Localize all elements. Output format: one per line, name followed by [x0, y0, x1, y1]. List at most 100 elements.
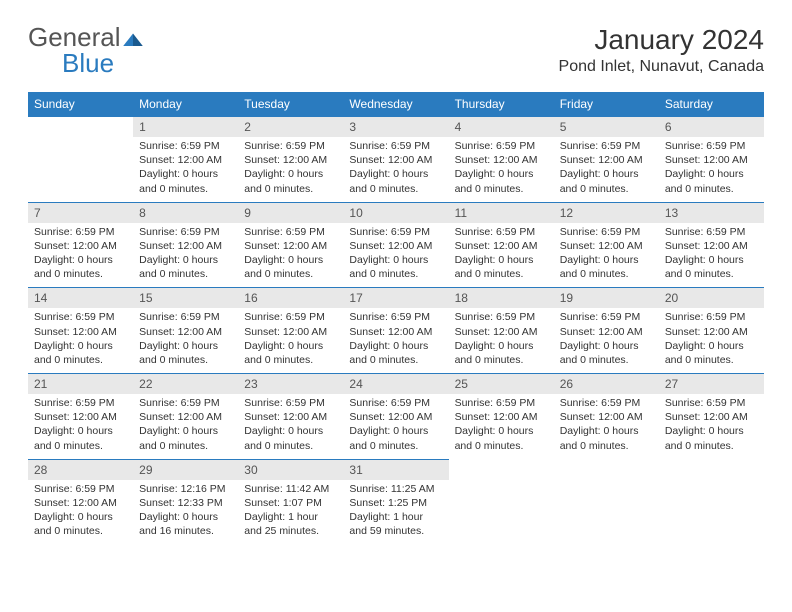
daylight-label: Daylight: [139, 168, 183, 180]
sunrise-label: Sunrise: [665, 397, 706, 409]
daylight-label: Daylight: [665, 425, 709, 437]
sunset-label: Sunset: [34, 497, 73, 509]
day-number: 4 [449, 117, 554, 138]
day-number: 10 [343, 202, 448, 223]
sunset-value: 12:00 AM [73, 326, 117, 338]
daylight-label: Daylight: [34, 254, 78, 266]
sunrise-value: 6:59 PM [601, 311, 640, 323]
sunset-value: 12:00 AM [388, 326, 432, 338]
sunset-label: Sunset: [560, 411, 599, 423]
day-number: 25 [449, 374, 554, 395]
sunrise-label: Sunrise: [665, 311, 706, 323]
day-num-row: 78910111213 [28, 202, 764, 223]
day-number: 11 [449, 202, 554, 223]
daylight-label: Daylight: [455, 340, 499, 352]
day-info: Sunrise: 6:59 PMSunset: 12:00 AMDaylight… [28, 223, 133, 288]
day-info: Sunrise: 6:59 PMSunset: 12:00 AMDaylight… [133, 137, 238, 202]
sunrise-value: 6:59 PM [601, 226, 640, 238]
day-num-row: 123456 [28, 117, 764, 138]
sunset-label: Sunset: [244, 154, 283, 166]
day-info: Sunrise: 6:59 PMSunset: 12:00 AMDaylight… [238, 394, 343, 459]
sunset-label: Sunset: [244, 240, 283, 252]
sunrise-label: Sunrise: [349, 140, 390, 152]
info-row: Sunrise: 6:59 PMSunset: 12:00 AMDaylight… [28, 480, 764, 545]
location-text: Pond Inlet, Nunavut, Canada [559, 58, 764, 76]
day-info [659, 480, 764, 545]
daylight-label: Daylight: [349, 168, 393, 180]
sunset-value: 12:00 AM [388, 411, 432, 423]
sunset-label: Sunset: [455, 326, 494, 338]
sunset-label: Sunset: [455, 240, 494, 252]
day-info [28, 137, 133, 202]
day-info: Sunrise: 12:16 PMSunset: 12:33 PMDayligh… [133, 480, 238, 545]
day-num-row: 21222324252627 [28, 374, 764, 395]
day-info: Sunrise: 6:59 PMSunset: 12:00 AMDaylight… [238, 137, 343, 202]
triangle-icon [123, 24, 143, 50]
day-info: Sunrise: 11:42 AMSunset: 1:07 PMDaylight… [238, 480, 343, 545]
daylight-label: Daylight: [34, 340, 78, 352]
sunrise-label: Sunrise: [244, 226, 285, 238]
day-number: 17 [343, 288, 448, 309]
sunrise-label: Sunrise: [139, 140, 180, 152]
day-info: Sunrise: 6:59 PMSunset: 12:00 AMDaylight… [238, 223, 343, 288]
day-header: Saturday [659, 92, 764, 117]
day-number: 9 [238, 202, 343, 223]
day-number: 19 [554, 288, 659, 309]
day-number [28, 117, 133, 138]
sunset-value: 12:00 AM [283, 154, 327, 166]
day-num-row: 28293031 [28, 459, 764, 480]
sunset-label: Sunset: [244, 411, 283, 423]
daylight-label: Daylight: [34, 511, 78, 523]
day-number [554, 459, 659, 480]
sunset-label: Sunset: [665, 411, 704, 423]
day-info: Sunrise: 6:59 PMSunset: 12:00 AMDaylight… [449, 394, 554, 459]
daylight-label: Daylight: [139, 511, 183, 523]
sunset-value: 12:00 AM [388, 154, 432, 166]
day-num-row: 14151617181920 [28, 288, 764, 309]
sunrise-value: 6:59 PM [391, 226, 430, 238]
sunset-value: 12:00 AM [598, 326, 642, 338]
day-info: Sunrise: 6:59 PMSunset: 12:00 AMDaylight… [449, 137, 554, 202]
day-number: 26 [554, 374, 659, 395]
sunrise-label: Sunrise: [139, 483, 180, 495]
sunset-value: 12:00 AM [178, 154, 222, 166]
sunset-label: Sunset: [349, 240, 388, 252]
day-info: Sunrise: 6:59 PMSunset: 12:00 AMDaylight… [449, 308, 554, 373]
sunrise-label: Sunrise: [560, 140, 601, 152]
day-number: 21 [28, 374, 133, 395]
daylight-label: Daylight: [665, 340, 709, 352]
calendar-table: SundayMondayTuesdayWednesdayThursdayFrid… [28, 92, 764, 544]
day-info: Sunrise: 6:59 PMSunset: 12:00 AMDaylight… [343, 223, 448, 288]
daylight-label: Daylight: [349, 254, 393, 266]
day-info: Sunrise: 6:59 PMSunset: 12:00 AMDaylight… [343, 394, 448, 459]
month-title: January 2024 [559, 24, 764, 56]
day-number: 7 [28, 202, 133, 223]
sunset-value: 12:00 AM [598, 240, 642, 252]
sunset-value: 12:00 AM [703, 154, 747, 166]
daylight-label: Daylight: [455, 254, 499, 266]
sunrise-value: 6:59 PM [391, 397, 430, 409]
day-info [449, 480, 554, 545]
day-number: 22 [133, 374, 238, 395]
day-number: 13 [659, 202, 764, 223]
day-info: Sunrise: 6:59 PMSunset: 12:00 AMDaylight… [659, 223, 764, 288]
sunset-label: Sunset: [665, 154, 704, 166]
sunset-value: 12:00 AM [73, 240, 117, 252]
daylight-label: Daylight: [244, 425, 288, 437]
sunrise-label: Sunrise: [560, 397, 601, 409]
day-info: Sunrise: 6:59 PMSunset: 12:00 AMDaylight… [28, 480, 133, 545]
day-info: Sunrise: 6:59 PMSunset: 12:00 AMDaylight… [133, 308, 238, 373]
sunrise-value: 6:59 PM [181, 226, 220, 238]
daylight-label: Daylight: [244, 254, 288, 266]
day-header: Friday [554, 92, 659, 117]
info-row: Sunrise: 6:59 PM Sunset: 12:00 AM Daylight… [28, 137, 764, 202]
day-number: 27 [659, 374, 764, 395]
day-info: Sunrise: 6:59 PMSunset: 12:00 AMDaylight… [659, 394, 764, 459]
sunrise-label: Sunrise: [455, 311, 496, 323]
sunrise-value: 6:59 PM [181, 140, 220, 152]
day-number: 1 [133, 117, 238, 138]
sunrise-label: Sunrise: [34, 483, 75, 495]
day-header: Thursday [449, 92, 554, 117]
day-info: Sunrise: 11:25 AMSunset: 1:25 PMDaylight… [343, 480, 448, 545]
sunset-value: 12:33 PM [178, 497, 223, 509]
